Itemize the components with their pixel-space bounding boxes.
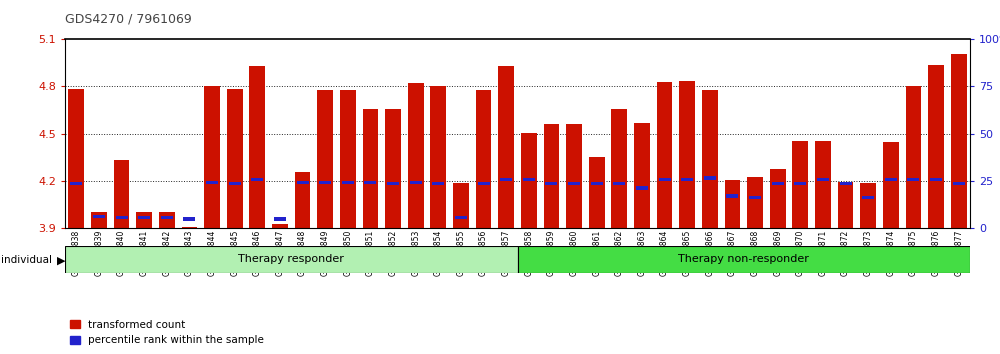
Bar — [770, 169, 786, 228]
Bar — [476, 90, 491, 228]
Bar — [794, 182, 806, 185]
Bar — [161, 216, 173, 219]
Bar — [206, 181, 218, 184]
Bar — [817, 178, 829, 181]
Bar — [91, 212, 107, 228]
Bar — [566, 124, 582, 228]
Bar — [930, 178, 942, 181]
Bar — [410, 181, 422, 184]
Bar — [385, 109, 401, 228]
Bar — [885, 178, 897, 181]
Bar — [726, 194, 738, 198]
Text: Therapy non-responder: Therapy non-responder — [678, 254, 809, 264]
Bar — [453, 183, 469, 228]
Bar — [747, 177, 763, 228]
Bar — [679, 81, 695, 228]
Bar — [792, 141, 808, 228]
Bar — [634, 122, 650, 228]
Bar — [430, 86, 446, 228]
Bar — [297, 181, 309, 184]
Bar — [387, 182, 399, 185]
Text: Therapy responder: Therapy responder — [238, 254, 344, 264]
Bar — [591, 182, 603, 185]
Bar — [951, 54, 967, 228]
Bar — [518, 246, 970, 273]
Bar — [183, 217, 195, 221]
Legend: transformed count, percentile rank within the sample: transformed count, percentile rank withi… — [70, 320, 264, 345]
Bar — [319, 181, 331, 184]
Bar — [116, 216, 128, 219]
Bar — [138, 216, 150, 219]
Bar — [70, 182, 82, 185]
Bar — [772, 182, 784, 185]
Bar — [815, 141, 831, 228]
Bar — [229, 182, 241, 185]
Bar — [455, 216, 467, 219]
Bar — [545, 182, 557, 185]
Bar — [363, 109, 378, 228]
Bar — [636, 186, 648, 190]
Bar — [295, 172, 310, 228]
Bar — [408, 83, 424, 228]
Bar — [68, 88, 84, 228]
Bar — [272, 224, 288, 228]
Bar — [568, 182, 580, 185]
Bar — [342, 181, 354, 184]
Bar — [702, 90, 718, 228]
Bar — [657, 82, 672, 228]
Bar — [862, 196, 874, 199]
Bar — [114, 160, 129, 228]
Bar — [340, 90, 356, 228]
Bar — [613, 182, 625, 185]
Bar — [838, 182, 853, 228]
Bar — [478, 182, 490, 185]
Bar — [544, 124, 559, 228]
Bar — [704, 176, 716, 179]
Bar — [953, 182, 965, 185]
Bar — [227, 88, 243, 228]
Bar — [136, 212, 152, 228]
Bar — [907, 178, 919, 181]
Bar — [65, 246, 518, 273]
Bar — [681, 178, 693, 181]
Bar — [432, 182, 444, 185]
Bar — [523, 178, 535, 181]
Bar — [589, 157, 605, 228]
Bar — [928, 65, 944, 228]
Bar — [364, 181, 376, 184]
Bar — [725, 180, 740, 228]
Bar — [249, 66, 265, 228]
Text: ▶: ▶ — [57, 255, 66, 265]
Bar — [93, 215, 105, 218]
Bar — [159, 212, 175, 228]
Bar — [749, 196, 761, 199]
Bar — [182, 227, 197, 228]
Bar — [500, 178, 512, 181]
Bar — [274, 217, 286, 221]
Bar — [521, 133, 537, 228]
Bar — [498, 66, 514, 228]
Bar — [251, 178, 263, 181]
Bar — [317, 90, 333, 228]
Bar — [204, 86, 220, 228]
Bar — [883, 142, 899, 228]
Bar — [860, 183, 876, 228]
Bar — [840, 182, 852, 185]
Bar — [906, 86, 921, 228]
Text: GDS4270 / 7961069: GDS4270 / 7961069 — [65, 12, 192, 25]
Text: individual: individual — [1, 255, 52, 265]
Bar — [659, 178, 671, 181]
Bar — [611, 109, 627, 228]
